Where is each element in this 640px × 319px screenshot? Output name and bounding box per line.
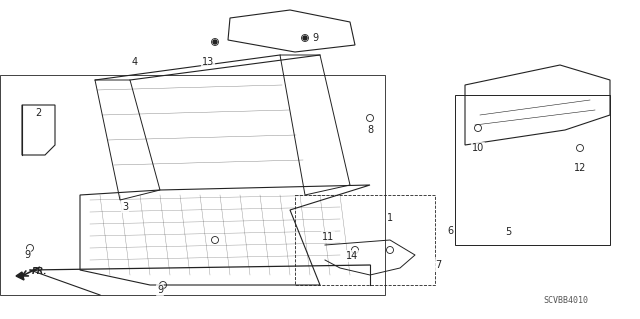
Text: 9: 9	[157, 285, 163, 295]
Text: 10: 10	[472, 143, 484, 153]
Text: 1: 1	[387, 213, 393, 223]
Polygon shape	[16, 272, 24, 280]
Text: 14: 14	[346, 251, 358, 261]
Circle shape	[303, 36, 307, 40]
Text: 13: 13	[202, 57, 214, 67]
Text: 3: 3	[122, 202, 128, 212]
Text: FR.: FR.	[32, 268, 47, 277]
Text: 8: 8	[367, 125, 373, 135]
Text: 5: 5	[505, 227, 511, 237]
Text: SCVBB4010: SCVBB4010	[543, 296, 588, 305]
Text: 7: 7	[435, 260, 441, 270]
Circle shape	[213, 40, 217, 44]
Text: 12: 12	[574, 163, 586, 173]
Text: 4: 4	[132, 57, 138, 67]
Text: 2: 2	[35, 108, 41, 118]
Text: 6: 6	[447, 226, 453, 236]
Text: 11: 11	[322, 232, 334, 242]
Text: 9: 9	[312, 33, 318, 43]
Text: 9: 9	[24, 250, 30, 260]
